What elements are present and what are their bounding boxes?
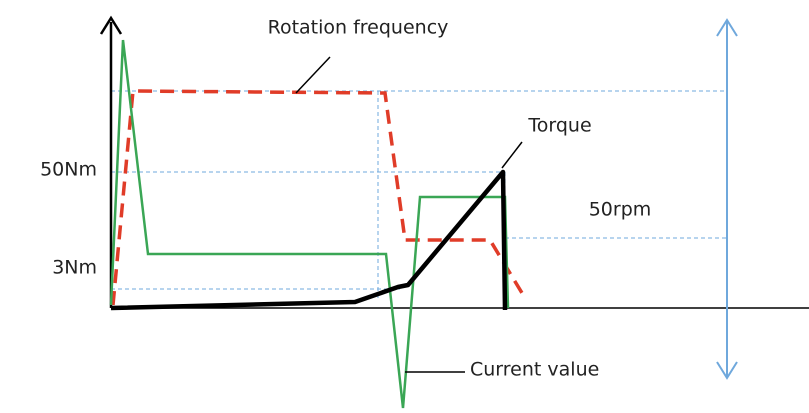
current-curve — [109, 39, 510, 409]
torque-curve — [110, 169, 508, 311]
pointers — [295, 56, 523, 373]
torque-high-label: 50Nm — [40, 159, 97, 181]
torque-label: Torque — [527, 115, 591, 137]
range-arrow — [716, 18, 738, 380]
rotation-curve — [111, 89, 527, 306]
current-label: Current value — [470, 359, 599, 381]
rpm-label: 50rpm — [589, 199, 652, 221]
torque-low-label: 3Nm — [52, 257, 97, 279]
rotation-label: Rotation frequency — [268, 17, 449, 39]
axes — [99, 15, 809, 309]
